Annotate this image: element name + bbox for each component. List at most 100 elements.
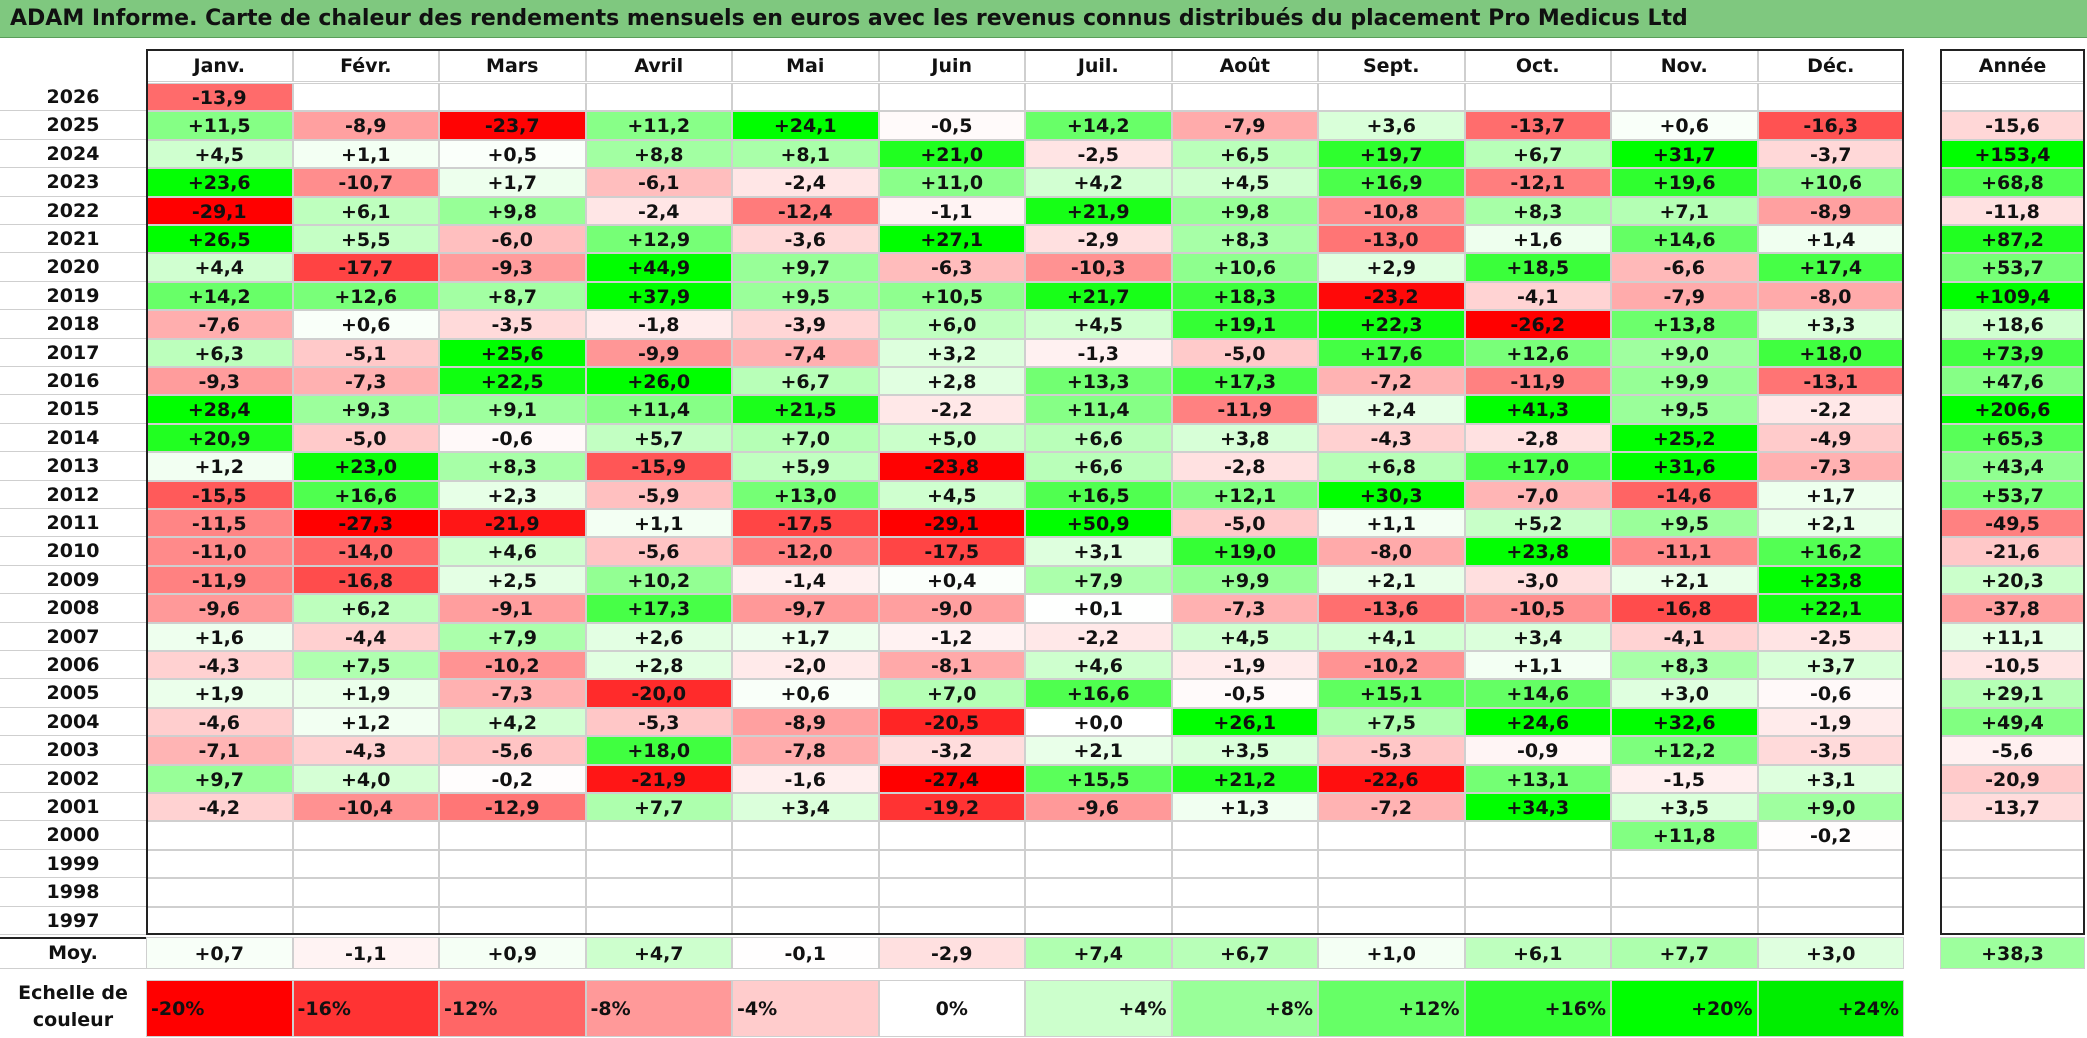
heatmap-cell: -8,1 — [878, 651, 1025, 680]
heatmap-cell: -23,8 — [878, 452, 1025, 481]
heatmap-cell — [292, 821, 439, 850]
annual-cell: -49,5 — [1940, 509, 2085, 538]
heatmap-cell: -7,9 — [1171, 111, 1318, 140]
heatmap-cell — [146, 821, 293, 850]
heatmap-cell: +6,1 — [292, 196, 439, 225]
heatmap-cell: +8,1 — [732, 139, 879, 169]
heatmap-cell: +22,3 — [1318, 310, 1465, 339]
heatmap-cell: -4,3 — [146, 651, 293, 680]
color-scale-swatch: -20% — [146, 980, 293, 1037]
heatmap-cell — [1757, 83, 1904, 112]
heatmap-cell: -21,9 — [585, 764, 732, 793]
color-scale-label-line2: couleur — [32, 1009, 114, 1031]
heatmap-cell: -7,6 — [146, 310, 293, 339]
heatmap-cell — [1318, 906, 1465, 935]
heatmap-cell: +23,8 — [1464, 537, 1611, 566]
heatmap-cell: +19,7 — [1318, 139, 1465, 169]
heatmap-cell: -8,9 — [1757, 196, 1904, 225]
heatmap-cell: +21,7 — [1025, 281, 1172, 311]
annual-cell — [1940, 906, 2085, 935]
year-label: 2008 — [0, 594, 146, 623]
heatmap-cell: +19,6 — [1611, 168, 1758, 197]
heatmap-cell — [439, 878, 586, 907]
heatmap-cell — [585, 849, 732, 879]
chart-title: ADAM Informe. Carte de chaleur des rende… — [10, 6, 1688, 31]
heatmap-cell: +6,7 — [732, 367, 879, 396]
heatmap-cell: +12,2 — [1611, 736, 1758, 765]
heatmap-cell: +3,1 — [1025, 537, 1172, 566]
heatmap-cell: -2,5 — [1757, 622, 1904, 651]
heatmap-cell: -6,0 — [439, 225, 586, 254]
heatmap-cell: +19,0 — [1171, 537, 1318, 566]
heatmap-cell: +14,6 — [1464, 679, 1611, 708]
annual-cell: -15,6 — [1940, 111, 2085, 140]
heatmap-cell: +10,5 — [878, 281, 1025, 311]
heatmap-cell: +3,6 — [1318, 111, 1465, 140]
heatmap-cell: -0,5 — [1171, 679, 1318, 708]
heatmap-cell: -20,5 — [878, 707, 1025, 737]
annual-cell: +20,3 — [1940, 565, 2085, 595]
heatmap-cell: +9,7 — [146, 764, 293, 793]
average-cell: +6,1 — [1464, 937, 1611, 969]
annual-cell: -10,5 — [1940, 651, 2085, 680]
heatmap-cell — [732, 849, 879, 879]
annual-cell: +47,6 — [1940, 367, 2085, 396]
heatmap-cell: +3,2 — [878, 338, 1025, 367]
heatmap-cell: +2,1 — [1025, 736, 1172, 765]
heatmap-cell: -7,9 — [1611, 281, 1758, 311]
heatmap-cell: +25,2 — [1611, 423, 1758, 453]
heatmap-cell: +1,9 — [292, 679, 439, 708]
heatmap-cell: +1,1 — [1318, 509, 1465, 538]
month-header: Mai — [732, 49, 879, 82]
annual-cell: +153,4 — [1940, 139, 2085, 169]
heatmap-cell: +9,7 — [732, 253, 879, 282]
heatmap-cell: -0,6 — [1757, 679, 1904, 708]
heatmap-cell: -10,4 — [292, 793, 439, 822]
heatmap-cell: +12,1 — [1171, 480, 1318, 509]
heatmap-cell: +50,9 — [1025, 509, 1172, 538]
heatmap-cell: +2,6 — [585, 622, 732, 651]
heatmap-cell: -17,5 — [732, 509, 879, 538]
heatmap-cell: -23,2 — [1318, 281, 1465, 311]
heatmap-cell — [1318, 849, 1465, 879]
heatmap-cell: -5,6 — [585, 537, 732, 566]
heatmap-cell: +1,7 — [439, 168, 586, 197]
heatmap-cell: -3,9 — [732, 310, 879, 339]
year-label: 2019 — [0, 282, 146, 311]
average-cell: +0,9 — [439, 937, 586, 969]
heatmap-cell: +7,5 — [1318, 707, 1465, 737]
annual-cell: +65,3 — [1940, 423, 2085, 453]
heatmap-cell: +8,3 — [1611, 651, 1758, 680]
year-label: 2001 — [0, 793, 146, 822]
heatmap-cell: +20,9 — [146, 423, 293, 453]
heatmap-cell: +24,1 — [732, 111, 879, 140]
heatmap-cell: +5,7 — [585, 423, 732, 453]
heatmap-cell — [1464, 83, 1611, 112]
heatmap-cell: +31,6 — [1611, 452, 1758, 481]
heatmap-cell — [1757, 878, 1904, 907]
heatmap-cell: +1,9 — [146, 679, 293, 708]
year-label: 2020 — [0, 253, 146, 282]
heatmap-cell: -9,6 — [1025, 793, 1172, 822]
heatmap-cell: +13,3 — [1025, 367, 1172, 396]
heatmap-cell: -1,3 — [1025, 338, 1172, 367]
heatmap-cell: -6,3 — [878, 253, 1025, 282]
heatmap-cell: +7,0 — [878, 679, 1025, 708]
heatmap-cell — [878, 849, 1025, 879]
heatmap-cell: -8,0 — [1757, 281, 1904, 311]
heatmap-cell — [1611, 83, 1758, 112]
heatmap-cell: -8,9 — [292, 111, 439, 140]
year-label: 2016 — [0, 367, 146, 396]
annual-cell: +29,1 — [1940, 679, 2085, 708]
year-label: 2000 — [0, 821, 146, 850]
heatmap-cell: +1,7 — [1757, 480, 1904, 509]
heatmap-cell: +3,4 — [1464, 622, 1611, 651]
average-cell: +0,7 — [146, 937, 293, 969]
average-cell: -0,1 — [732, 937, 879, 969]
heatmap-cell: +12,6 — [292, 281, 439, 311]
heatmap-cell: +11,5 — [146, 111, 293, 140]
heatmap-cell: +1,6 — [146, 622, 293, 651]
heatmap-cell: +17,0 — [1464, 452, 1611, 481]
heatmap-cell: +23,8 — [1757, 565, 1904, 595]
heatmap-cell: +4,6 — [439, 537, 586, 566]
